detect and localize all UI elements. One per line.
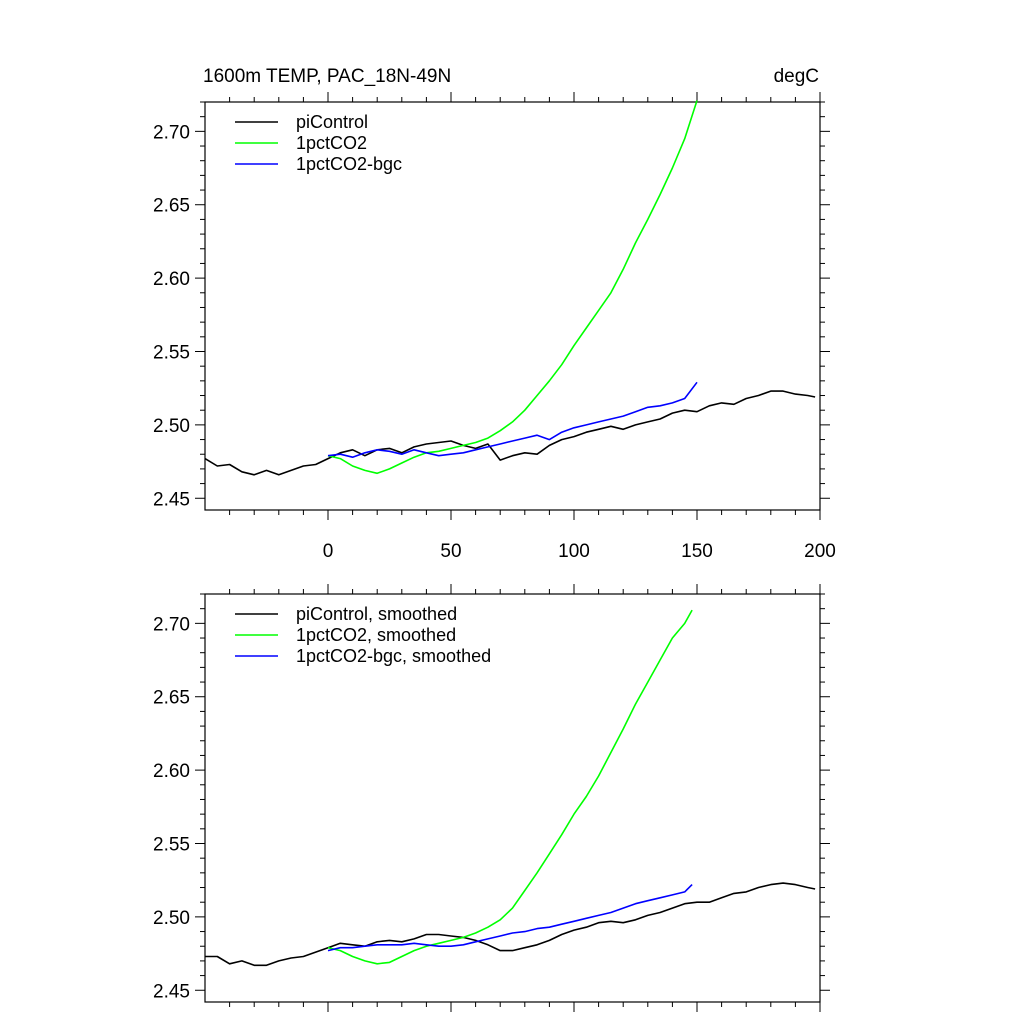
y-tick-label: 2.55	[153, 834, 190, 855]
y-tick-label: 2.65	[153, 196, 190, 217]
legend-label: 1pctCO2	[296, 133, 367, 153]
top-panel: 2.45 2.50 2.55 2.60 2.65 2.70 0 50 100 150 200 piCo…	[153, 92, 836, 562]
x-tick-label: 50	[440, 541, 461, 562]
bottom-panel: 2.45 2.50 2.55 2.60 2.65 2.70 piControl, smoot…	[153, 584, 830, 1012]
chart-title: 1600m TEMP, PAC_18N-49N	[203, 66, 451, 87]
y-tick-label: 2.50	[153, 416, 190, 437]
legend-label: 1pctCO2-bgc, smoothed	[296, 646, 491, 666]
x-tick-label: 200	[804, 541, 836, 562]
series-line-picontrol-smoothed	[205, 882, 816, 967]
legend-label: 1pctCO2-bgc	[296, 154, 402, 174]
series-line-picontrol	[204, 390, 816, 476]
series-line-1pctco2-smoothed	[327, 609, 693, 965]
x-tick-label: 0	[323, 541, 334, 562]
y-tick-label: 2.65	[153, 688, 190, 709]
legend-label: piControl, smoothed	[296, 604, 457, 624]
y-tick-label: 2.60	[153, 269, 190, 290]
plot-frame	[204, 101, 821, 511]
y-tick-label: 2.50	[153, 908, 190, 929]
series-line-1pctco2-bgc-smoothed	[327, 884, 693, 952]
units-label: degC	[774, 66, 819, 87]
series-line-1pctco2	[327, 100, 698, 475]
y-tick-label: 2.55	[153, 342, 190, 363]
plot-frame	[204, 593, 821, 1003]
x-tick-label: 150	[681, 541, 713, 562]
y-tick-label: 2.60	[153, 761, 190, 782]
series-line-1pctco2-bgc	[327, 381, 698, 459]
y-tick-label: 2.70	[153, 122, 190, 143]
legend-label: piControl	[296, 112, 368, 132]
legend-label: 1pctCO2, smoothed	[296, 625, 456, 645]
y-tick-label: 2.70	[153, 614, 190, 635]
y-tick-label: 2.45	[153, 489, 190, 510]
x-tick-label: 100	[558, 541, 590, 562]
y-tick-label: 2.45	[153, 981, 190, 1002]
